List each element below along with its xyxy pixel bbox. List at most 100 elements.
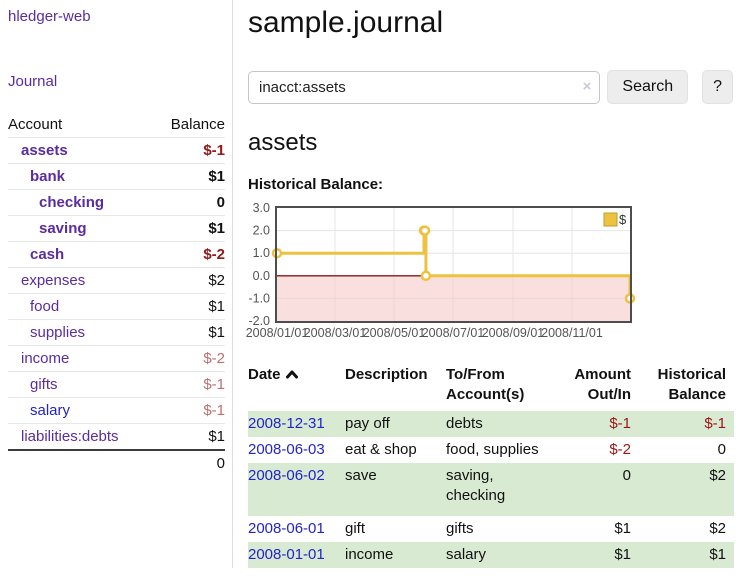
svg-text:0.0: 0.0 bbox=[253, 269, 270, 283]
transaction-description: income bbox=[345, 542, 446, 568]
account-balance: $1 bbox=[154, 294, 225, 320]
transaction-accounts: gifts bbox=[446, 516, 554, 542]
accounts-column-header: To/From Account(s) bbox=[446, 363, 554, 411]
svg-text:-1.0: -1.0 bbox=[248, 291, 270, 305]
account-row: saving $1 bbox=[8, 216, 225, 242]
transaction-date-link[interactable]: 2008-12-31 bbox=[248, 415, 325, 432]
transaction-balance: $2 bbox=[639, 463, 734, 516]
sidebar-item-journal[interactable]: Journal bbox=[8, 73, 57, 90]
account-link-gifts[interactable]: gifts bbox=[30, 376, 58, 393]
transaction-amount: $-1 bbox=[554, 411, 639, 437]
amount-column-header: Amount Out/In bbox=[554, 363, 639, 411]
balance-column-header: Balance bbox=[154, 113, 225, 138]
account-column-header: Account bbox=[8, 113, 154, 138]
account-table-total-row: 0 bbox=[8, 450, 225, 476]
svg-text:2008/03/01: 2008/03/01 bbox=[304, 326, 367, 340]
historical-balance-chart: $3.02.01.00.0-1.0-2.02008/01/012008/03/0… bbox=[244, 202, 733, 345]
register-row: 2008-12-31pay offdebts$-1$-1 bbox=[248, 411, 734, 437]
svg-text:2008/11/01: 2008/11/01 bbox=[541, 326, 603, 340]
account-link-saving[interactable]: saving bbox=[39, 220, 87, 237]
app-title-link[interactable]: hledger-web bbox=[8, 8, 91, 25]
account-row: expenses $2 bbox=[8, 268, 225, 294]
transaction-accounts: salary bbox=[446, 542, 554, 568]
account-link-supplies[interactable]: supplies bbox=[30, 324, 85, 341]
chart-svg: $3.02.01.00.0-1.0-2.02008/01/012008/03/0… bbox=[244, 202, 642, 340]
register-header-row: Date Description To/From Account(s) Amou… bbox=[248, 363, 734, 411]
transaction-description: eat & shop bbox=[345, 437, 446, 463]
account-table-header-row: Account Balance bbox=[8, 113, 225, 138]
account-balance: $-2 bbox=[154, 242, 225, 268]
account-link-income[interactable]: income bbox=[21, 350, 69, 367]
account-row: supplies$1 bbox=[8, 320, 225, 346]
account-row: assets $-1 bbox=[8, 138, 225, 164]
account-row: bank $1 bbox=[8, 164, 225, 190]
transaction-date-link[interactable]: 2008-06-02 bbox=[248, 467, 325, 484]
account-balance: $2 bbox=[154, 268, 225, 294]
sidebar-nav: Journal bbox=[8, 73, 224, 91]
register-table: Date Description To/From Account(s) Amou… bbox=[248, 363, 734, 568]
svg-text:3.0: 3.0 bbox=[253, 202, 270, 215]
transaction-accounts: saving, checking bbox=[446, 463, 554, 516]
account-heading: assets bbox=[248, 129, 733, 157]
date-column-header: Date bbox=[248, 363, 345, 411]
transaction-amount: $1 bbox=[554, 542, 639, 568]
account-balance: $-1 bbox=[154, 398, 225, 424]
transaction-accounts: food, supplies bbox=[446, 437, 554, 463]
main-content: sample.journal × Search ? assets Histori… bbox=[233, 0, 742, 568]
search-input[interactable] bbox=[248, 71, 600, 104]
account-link-cash[interactable]: cash bbox=[30, 246, 64, 263]
register-row: 2008-06-01giftgifts$1$2 bbox=[248, 516, 734, 542]
register-row: 2008-01-01incomesalary$1$1 bbox=[248, 542, 734, 568]
account-balance: 0 bbox=[154, 190, 225, 216]
svg-text:2008/05/01: 2008/05/01 bbox=[363, 326, 426, 340]
svg-text:2008/09/01: 2008/09/01 bbox=[482, 326, 545, 340]
account-link-bank[interactable]: bank bbox=[30, 168, 65, 185]
account-link-expenses[interactable]: expenses bbox=[21, 272, 85, 289]
account-balance-table: Account Balance assets $-1 bank $1 checking 0… bbox=[8, 113, 225, 476]
transaction-balance: 0 bbox=[639, 437, 734, 463]
account-link-checking[interactable]: checking bbox=[39, 194, 104, 211]
clear-search-icon[interactable]: × bbox=[583, 78, 592, 95]
app-layout: hledger-web Journal Account Balance asse… bbox=[0, 0, 742, 568]
account-balance: $1 bbox=[154, 424, 225, 451]
balance-column-header-register: Historical Balance bbox=[639, 363, 734, 411]
transaction-description: gift bbox=[345, 516, 446, 542]
help-button[interactable]: ? bbox=[702, 70, 733, 104]
transaction-date-link[interactable]: 2008-06-01 bbox=[248, 520, 325, 537]
account-link-salary[interactable]: salary bbox=[30, 402, 70, 419]
account-balance: $-1 bbox=[154, 372, 225, 398]
sort-ascending-icon bbox=[285, 366, 299, 386]
account-row: liabilities:debts $1 bbox=[8, 424, 225, 451]
svg-text:2.0: 2.0 bbox=[253, 224, 270, 238]
register-row: 2008-06-02 savesaving, checking0$2 bbox=[248, 463, 734, 516]
svg-text:1.0: 1.0 bbox=[253, 246, 270, 260]
account-row: food $1 bbox=[8, 294, 225, 320]
transaction-balance: $-1 bbox=[639, 411, 734, 437]
svg-text:$: $ bbox=[619, 212, 627, 227]
account-link-liabilities-debts[interactable]: liabilities:debts bbox=[21, 428, 119, 445]
svg-text:2008/01/01: 2008/01/01 bbox=[246, 326, 309, 340]
account-row: cash $-2 bbox=[8, 242, 225, 268]
account-row: salary $-1 bbox=[8, 398, 225, 424]
chart-title: Historical Balance: bbox=[248, 176, 733, 193]
transaction-date-link[interactable]: 2008-06-03 bbox=[248, 441, 325, 458]
sidebar: hledger-web Journal Account Balance asse… bbox=[0, 0, 233, 568]
description-column-header: Description bbox=[345, 363, 446, 411]
total-spacer bbox=[8, 450, 154, 476]
account-link-food[interactable]: food bbox=[30, 298, 59, 315]
account-balance: $-2 bbox=[154, 346, 225, 372]
transaction-description: save bbox=[345, 463, 446, 516]
transaction-balance: $1 bbox=[639, 542, 734, 568]
account-balance: $1 bbox=[154, 164, 225, 190]
search-form: × Search ? bbox=[248, 70, 733, 104]
register-row: 2008-06-03eat & shopfood, supplies$-20 bbox=[248, 437, 734, 463]
transaction-amount: 0 bbox=[554, 463, 639, 516]
transaction-date-link[interactable]: 2008-01-01 bbox=[248, 546, 325, 563]
account-balance: $1 bbox=[154, 216, 225, 242]
account-balance: $-1 bbox=[154, 138, 225, 164]
search-button[interactable]: Search bbox=[607, 70, 688, 104]
account-link-assets[interactable]: assets bbox=[21, 142, 68, 159]
transaction-accounts: debts bbox=[446, 411, 554, 437]
svg-text:2008/07/01: 2008/07/01 bbox=[422, 326, 485, 340]
page-title: sample.journal bbox=[248, 6, 733, 40]
